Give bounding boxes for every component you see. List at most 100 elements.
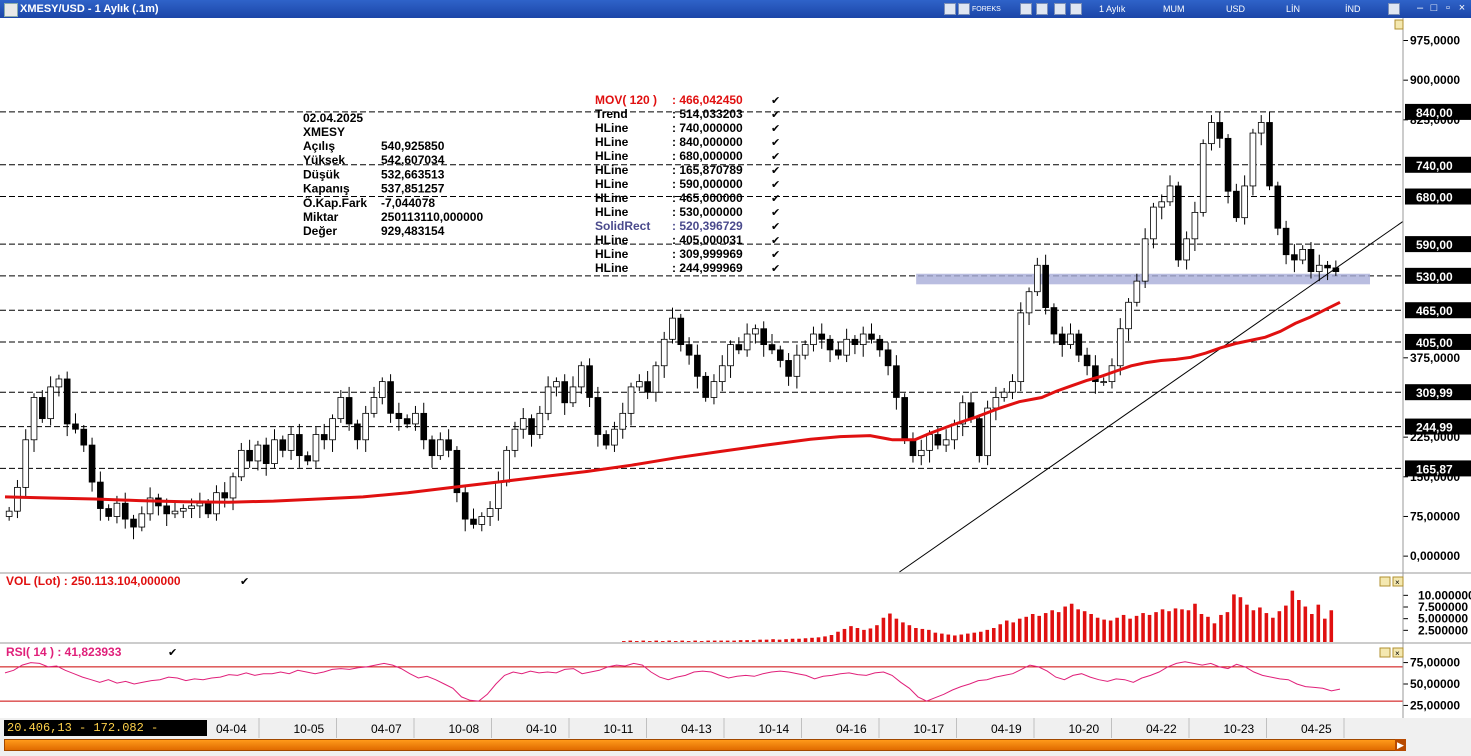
cursor-coordinates: 20.406,13 - 172.082 - 10:48:20 bbox=[4, 720, 207, 751]
candle bbox=[992, 397, 1000, 409]
check-icon[interactable]: ✔ bbox=[771, 193, 780, 205]
draw-icon[interactable] bbox=[1036, 3, 1048, 15]
candle bbox=[519, 418, 527, 430]
candle bbox=[611, 428, 618, 446]
candle bbox=[876, 338, 884, 351]
volume-bar bbox=[991, 628, 996, 642]
period-selector[interactable]: 1 Aylık bbox=[1099, 4, 1126, 14]
volume-bar bbox=[647, 641, 652, 642]
chart-type-selector[interactable]: MUM bbox=[1163, 4, 1185, 14]
horizontal-scrollbar[interactable] bbox=[4, 739, 1406, 751]
restore-icon[interactable]: ▫ bbox=[1446, 2, 1450, 14]
candle bbox=[677, 317, 685, 345]
legend-name: HLine bbox=[595, 261, 629, 275]
info-date: 02.04.2025 bbox=[303, 111, 363, 125]
candle bbox=[320, 434, 328, 441]
hline-label: 590,00 bbox=[1416, 238, 1453, 252]
legend-value: : 466,042450 bbox=[672, 93, 743, 107]
candle bbox=[1307, 249, 1315, 273]
indicator-selector[interactable]: İND bbox=[1345, 4, 1361, 14]
candle bbox=[204, 502, 212, 515]
scroll-right-icon[interactable]: ▶ bbox=[1395, 739, 1406, 751]
volume-bar bbox=[1115, 617, 1119, 642]
info-label: Ö.Kap.Fark bbox=[303, 195, 367, 210]
candle bbox=[884, 349, 892, 367]
candle bbox=[1075, 333, 1083, 356]
candle bbox=[1000, 391, 1008, 398]
currency-selector[interactable]: USD bbox=[1226, 4, 1246, 14]
check-icon[interactable]: ✔ bbox=[771, 109, 780, 121]
candle bbox=[47, 386, 54, 420]
tools-icon[interactable] bbox=[1388, 3, 1400, 15]
rsi-line bbox=[4, 661, 1341, 702]
candle bbox=[238, 449, 245, 478]
volume-bar bbox=[849, 626, 853, 642]
save-icon[interactable] bbox=[1020, 3, 1032, 15]
candle bbox=[1092, 365, 1099, 383]
volume-axis-label: 2.500000 bbox=[1418, 623, 1468, 637]
close-panel-icon[interactable]: × bbox=[1395, 649, 1400, 658]
volume-bar bbox=[712, 640, 717, 642]
check-icon[interactable]: ✔ bbox=[771, 95, 780, 107]
zoom-icon[interactable] bbox=[1054, 3, 1066, 15]
candle bbox=[586, 365, 593, 398]
page-icon[interactable] bbox=[944, 3, 956, 15]
check-icon[interactable]: ✔ bbox=[771, 123, 780, 135]
candle bbox=[63, 378, 71, 425]
legend-value: : 514,033203 bbox=[672, 107, 743, 121]
minimize-icon[interactable]: – bbox=[1416, 2, 1424, 14]
legend-value: : 740,000000 bbox=[672, 121, 743, 135]
check-icon[interactable]: ✔ bbox=[771, 165, 780, 177]
candle bbox=[810, 333, 817, 345]
volume-bar bbox=[1258, 607, 1262, 642]
check-icon[interactable]: ✔ bbox=[771, 221, 780, 233]
candle bbox=[387, 381, 394, 414]
legend-name: HLine bbox=[595, 233, 629, 247]
check-icon[interactable]: ✔ bbox=[771, 151, 780, 163]
volume-panel-controls[interactable]: × bbox=[1379, 576, 1404, 587]
check-icon[interactable]: ✔ bbox=[771, 137, 780, 149]
candle bbox=[627, 386, 635, 414]
candle bbox=[130, 518, 137, 528]
volume-bar bbox=[998, 624, 1003, 642]
candle bbox=[1058, 333, 1066, 345]
volume-bar bbox=[1284, 605, 1288, 642]
rsi-check-icon[interactable]: ✔ bbox=[168, 647, 177, 659]
volume-bar bbox=[1329, 610, 1334, 642]
chart-canvas[interactable]: 975,0000900,0000825,0000375,0000225,0000… bbox=[0, 18, 1471, 718]
grid-icon[interactable] bbox=[1070, 3, 1082, 15]
maximize-icon[interactable]: □ bbox=[1430, 2, 1438, 14]
time-axis-label: 04-19 bbox=[991, 722, 1022, 736]
time-axis-label: 04-04 bbox=[216, 722, 247, 736]
check-icon[interactable]: ✔ bbox=[771, 207, 780, 219]
candle bbox=[229, 476, 237, 499]
volume-check-icon[interactable]: ✔ bbox=[240, 576, 249, 588]
candle bbox=[975, 418, 983, 457]
info-label: Değer bbox=[303, 224, 337, 238]
candle bbox=[561, 381, 569, 404]
volume-bar bbox=[1277, 611, 1282, 642]
check-icon[interactable]: ✔ bbox=[771, 179, 780, 191]
candle bbox=[287, 434, 295, 451]
panel-option-icon[interactable] bbox=[1394, 19, 1404, 30]
volume-bar bbox=[693, 640, 697, 642]
time-axis-label: 10-23 bbox=[1224, 722, 1255, 736]
volume-bar bbox=[875, 625, 879, 642]
candle bbox=[196, 502, 204, 507]
candle bbox=[835, 349, 842, 356]
hline-label: 405,00 bbox=[1416, 336, 1453, 350]
candle bbox=[843, 338, 850, 356]
print-icon[interactable] bbox=[958, 3, 970, 15]
hline-label: 680,00 bbox=[1416, 191, 1453, 205]
check-icon[interactable]: ✔ bbox=[771, 249, 780, 261]
rsi-panel-controls[interactable]: × bbox=[1379, 647, 1404, 658]
volume-bar bbox=[1154, 612, 1158, 642]
close-panel-icon[interactable]: × bbox=[1395, 578, 1400, 587]
check-icon[interactable]: ✔ bbox=[771, 263, 780, 275]
candle bbox=[1009, 381, 1016, 393]
check-icon[interactable]: ✔ bbox=[771, 235, 780, 247]
candle bbox=[851, 338, 859, 345]
scale-selector[interactable]: LİN bbox=[1286, 4, 1301, 14]
close-icon[interactable]: × bbox=[1458, 2, 1466, 14]
